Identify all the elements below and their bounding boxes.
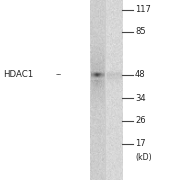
Text: 17: 17 — [135, 140, 146, 148]
Text: 26: 26 — [135, 116, 146, 125]
Text: (kD): (kD) — [135, 153, 152, 162]
Text: 48: 48 — [135, 70, 146, 79]
Text: --: -- — [56, 70, 62, 79]
Text: HDAC1: HDAC1 — [4, 70, 34, 79]
Text: 34: 34 — [135, 94, 146, 103]
Text: 117: 117 — [135, 5, 151, 14]
Text: 85: 85 — [135, 27, 146, 36]
